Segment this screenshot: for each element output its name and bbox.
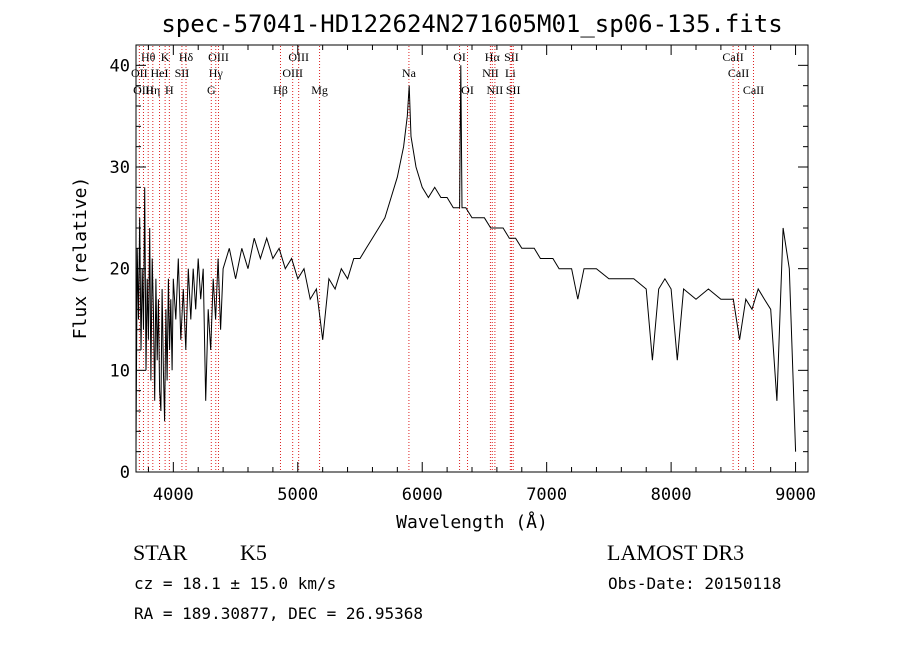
y-tick-label: 0 — [120, 463, 130, 483]
spectral-line-label: OI — [453, 50, 466, 64]
redshift-velocity: cz = 18.1 ± 15.0 km/s — [134, 574, 337, 593]
y-tick-label: 40 — [110, 56, 130, 76]
spectral-line-label: Li — [505, 66, 516, 80]
spectral-line-label: CaII — [728, 66, 749, 80]
object-class: STAR — [133, 540, 188, 565]
y-tick-label: 10 — [110, 361, 130, 381]
flux-series-line — [135, 65, 797, 452]
y-tick-label: 20 — [110, 260, 130, 280]
spectral-line-label: SII — [175, 66, 190, 80]
y-tick-label: 30 — [110, 158, 130, 178]
spectral-line-label: OI — [461, 83, 474, 97]
observation-date: Obs-Date: 20150118 — [608, 574, 782, 593]
chart-title: spec-57041-HD122624N271605M01_sp06-135.f… — [161, 10, 782, 38]
x-axis-label: Wavelength (Å) — [396, 511, 548, 533]
spectral-line-label: H — [165, 83, 174, 97]
spectral-line-label: SII — [504, 50, 519, 64]
spectral-line-label: NII — [487, 83, 504, 97]
spectral-line-label: CaII — [722, 50, 743, 64]
spectral-line-label: Mg — [311, 83, 328, 97]
spectral-line-label: SII — [506, 83, 521, 97]
x-tick-label: 7000 — [526, 485, 567, 505]
x-tick-label: 5000 — [277, 485, 318, 505]
spectral-line-label: HeI — [151, 66, 169, 80]
x-tick-label: 8000 — [651, 485, 692, 505]
spectral-line-label: NII — [482, 66, 499, 80]
x-tick-label: 9000 — [775, 485, 816, 505]
spectral-line-label: Hδ — [179, 50, 194, 64]
survey-name: LAMOST DR3 — [607, 540, 745, 565]
plot-frame — [135, 44, 809, 473]
spectral-line-label: OIII — [282, 66, 303, 80]
spectral-line-label: Hθ — [141, 50, 156, 64]
spectral-line-label: OIII — [208, 50, 229, 64]
x-tick-label: 4000 — [153, 485, 194, 505]
spectral-line-label: Hβ — [273, 83, 288, 97]
spectral-line-label: Hη — [145, 83, 160, 97]
spectral-line-label: OIII — [133, 83, 154, 97]
spectrum-chart: spec-57041-HD122624N271605M01_sp06-135.f… — [70, 10, 816, 533]
spectral-line-label: G — [207, 83, 216, 97]
y-axis-label: Flux (relative) — [70, 177, 91, 340]
spectral-line-label: Na — [402, 66, 417, 80]
x-tick-label: 6000 — [402, 485, 443, 505]
spectral-line-label: CaII — [743, 83, 764, 97]
spectral-line-label: OIII — [288, 50, 309, 64]
spectral-line-label: Hγ — [209, 66, 224, 80]
spectral-line-label: OII — [131, 66, 148, 80]
object-subclass: K5 — [240, 540, 267, 565]
spectral-line-label: K — [161, 50, 170, 64]
spectral-line-label: Hα — [485, 50, 501, 64]
coordinates: RA = 189.30877, DEC = 26.95368 — [134, 604, 423, 623]
